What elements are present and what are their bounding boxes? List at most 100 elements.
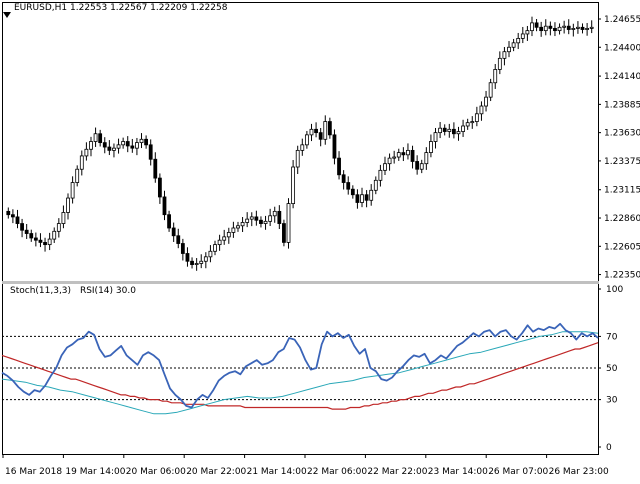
bull-candle bbox=[208, 250, 213, 258]
bull-candle bbox=[79, 155, 84, 170]
bear-candle bbox=[185, 253, 190, 262]
bear-candle bbox=[157, 177, 162, 198]
bull-candle bbox=[231, 227, 236, 233]
bull-candle bbox=[396, 152, 401, 158]
bull-candle bbox=[116, 144, 121, 149]
bull-candle bbox=[383, 163, 387, 171]
bull-candle bbox=[497, 57, 502, 70]
bull-candle bbox=[433, 132, 438, 142]
triangle-down-icon[interactable] bbox=[3, 4, 12, 18]
bull-candle bbox=[89, 141, 93, 150]
bear-candle bbox=[337, 157, 341, 176]
bull-candle bbox=[387, 157, 392, 165]
indicator-tick-label: 100 bbox=[606, 285, 623, 295]
bull-candle bbox=[194, 263, 199, 265]
bull-candle bbox=[479, 105, 484, 115]
price-tick-label: 1.23375 bbox=[604, 157, 640, 167]
price-tick-label: 1.22605 bbox=[604, 242, 640, 252]
bull-candle bbox=[213, 244, 217, 252]
price-tick-label: 1.22350 bbox=[604, 271, 640, 281]
bear-candle bbox=[167, 214, 171, 229]
bull-candle bbox=[360, 194, 364, 203]
window-splitter[interactable] bbox=[2, 281, 599, 284]
bear-candle bbox=[107, 146, 112, 151]
time-tick-label: 19 Mar 14:00 bbox=[65, 467, 125, 477]
bear-candle bbox=[254, 216, 259, 221]
bull-candle bbox=[429, 141, 433, 153]
bear-candle bbox=[415, 161, 420, 170]
bear-candle bbox=[190, 260, 194, 265]
bear-candle bbox=[314, 128, 318, 134]
bull-candle bbox=[493, 69, 498, 84]
bull-candle bbox=[75, 168, 80, 183]
bull-candle bbox=[295, 149, 300, 168]
bear-candle bbox=[259, 219, 263, 224]
bull-candle bbox=[419, 163, 424, 170]
bear-candle bbox=[332, 134, 337, 159]
bear-candle bbox=[318, 132, 323, 140]
time-tick-label: 20 Mar 06:00 bbox=[126, 467, 186, 477]
bull-candle bbox=[488, 82, 493, 98]
bear-candle bbox=[410, 149, 415, 162]
price-tick-label: 1.24400 bbox=[604, 43, 640, 53]
bull-candle bbox=[121, 141, 126, 146]
bull-candle bbox=[199, 260, 204, 264]
bear-candle bbox=[553, 28, 557, 32]
bull-candle bbox=[323, 121, 328, 140]
indicator-tick-label: 30 bbox=[606, 396, 618, 406]
bull-candle bbox=[203, 256, 208, 262]
bull-candle bbox=[447, 128, 452, 132]
bear-candle bbox=[350, 188, 355, 196]
bear-candle bbox=[20, 223, 24, 231]
stoch-main-line bbox=[1, 322, 599, 409]
bull-candle bbox=[139, 138, 144, 144]
bull-candle bbox=[465, 122, 470, 127]
price-tick-label: 1.24655 bbox=[604, 15, 640, 25]
bull-candle bbox=[222, 236, 227, 241]
bull-candle bbox=[530, 22, 534, 32]
time-tick-label: 16 Mar 2018 bbox=[5, 467, 62, 477]
bear-candle bbox=[15, 216, 20, 224]
bull-candle bbox=[70, 182, 75, 199]
bull-candle bbox=[511, 42, 516, 48]
indicator-tick-label: 70 bbox=[606, 332, 618, 342]
bull-candle bbox=[240, 222, 245, 227]
indicator-tick-label: 0 bbox=[606, 443, 612, 453]
bull-candle bbox=[378, 169, 383, 181]
bull-candle bbox=[249, 216, 254, 220]
bull-candle bbox=[562, 25, 567, 28]
indicator-title: Stoch(11,3,3) RSI(14) 30.0 bbox=[10, 286, 136, 296]
price-tick-label: 1.22860 bbox=[604, 214, 640, 224]
bear-candle bbox=[125, 141, 130, 147]
bull-candle bbox=[525, 30, 530, 35]
bear-candle bbox=[144, 138, 149, 146]
price-tick-label: 1.23885 bbox=[604, 100, 640, 110]
bull-candle bbox=[461, 125, 465, 132]
bull-candle bbox=[66, 197, 70, 213]
bear-candle bbox=[130, 145, 135, 149]
bull-candle bbox=[373, 179, 378, 191]
bear-candle bbox=[566, 25, 571, 30]
bull-candle bbox=[456, 131, 461, 135]
bull-candle bbox=[52, 230, 57, 240]
bear-candle bbox=[346, 182, 351, 190]
time-tick-label: 22 Mar 22:00 bbox=[367, 467, 427, 477]
bear-candle bbox=[102, 142, 107, 148]
bull-candle bbox=[93, 133, 98, 142]
bull-candle bbox=[470, 121, 475, 124]
bull-candle bbox=[392, 156, 397, 159]
indicator-tick-label: 50 bbox=[606, 364, 618, 374]
time-tick-label: 20 Mar 22:00 bbox=[186, 467, 246, 477]
time-tick-label: 23 Mar 14:00 bbox=[428, 467, 488, 477]
bull-candle bbox=[484, 96, 488, 107]
bull-candle bbox=[438, 127, 443, 134]
bull-candle bbox=[502, 51, 507, 59]
bull-candle bbox=[300, 144, 305, 151]
bull-candle bbox=[543, 25, 548, 32]
bear-candle bbox=[6, 210, 11, 216]
chart-title: EURUSD,H1 1.22553 1.22567 1.22209 1.2225… bbox=[14, 3, 227, 13]
bull-candle bbox=[217, 239, 222, 246]
bear-candle bbox=[580, 26, 585, 30]
